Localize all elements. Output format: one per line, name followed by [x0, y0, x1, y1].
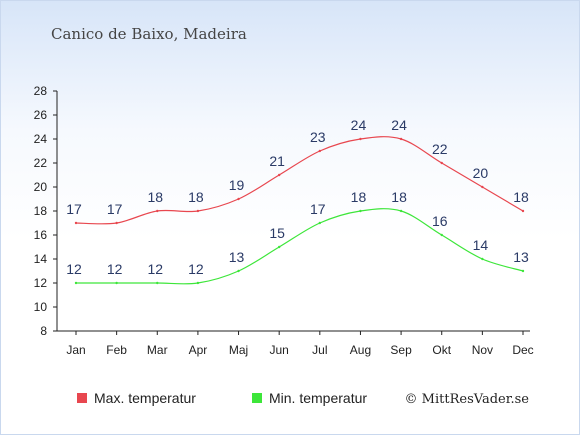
y-tick-label: 16	[34, 228, 48, 242]
data-label-min: 15	[269, 225, 285, 241]
x-tick-label: Jun	[270, 343, 289, 357]
data-label-min: 18	[351, 189, 367, 205]
plot-area	[74, 136, 525, 285]
data-point-min	[277, 245, 281, 249]
x-tick-label: Aug	[350, 343, 371, 357]
data-label-min: 17	[310, 201, 326, 217]
data-point-min	[74, 281, 78, 285]
x-tick-label: Mar	[147, 343, 168, 357]
x-tick-label: Dec	[512, 343, 533, 357]
data-point-min	[237, 269, 240, 273]
data-label-max: 17	[66, 201, 82, 217]
data-label-min: 16	[432, 213, 448, 229]
legend-label-max: Max. temperatur	[94, 390, 196, 406]
y-tick-label: 20	[34, 180, 48, 194]
data-label-max: 24	[391, 117, 407, 133]
data-labels: 17 17 18 18 19 21 23 24 24 22 20 18 12 12 12 12 13 15 17 18…	[66, 117, 529, 277]
data-label-max: 19	[229, 177, 245, 193]
data-label-max: 18	[513, 189, 529, 205]
x-tick-label: Feb	[106, 343, 127, 357]
data-label-min: 18	[391, 189, 407, 205]
data-point-min	[521, 269, 525, 273]
y-tick-label: 22	[34, 156, 48, 170]
data-point-max	[115, 221, 118, 225]
x-tick-label: Maj	[229, 343, 248, 357]
data-point-max	[399, 137, 403, 141]
data-label-max: 21	[269, 153, 285, 169]
y-tick-label: 8	[40, 324, 47, 338]
data-point-max	[237, 197, 240, 201]
data-point-max	[318, 149, 322, 153]
data-point-max	[359, 137, 362, 141]
data-point-max	[74, 221, 78, 225]
series-line-max	[75, 136, 524, 225]
data-label-max: 17	[107, 201, 123, 217]
data-point-max	[481, 185, 484, 189]
data-point-max	[521, 209, 525, 213]
data-point-min	[196, 281, 200, 285]
data-label-min: 12	[66, 261, 82, 277]
data-point-max	[277, 173, 281, 177]
legend-swatch-max	[77, 393, 87, 403]
credit-text: © MittResVader.se	[405, 392, 530, 407]
data-point-min	[481, 257, 484, 261]
data-point-min	[318, 221, 322, 225]
y-tick-label: 26	[34, 108, 48, 122]
data-label-min: 14	[473, 237, 489, 253]
data-label-max: 18	[188, 189, 204, 205]
y-tick-label: 18	[34, 204, 48, 218]
data-point-min	[399, 209, 403, 213]
x-tick-label: Nov	[472, 343, 493, 357]
data-label-min: 13	[229, 249, 245, 265]
legend-label-min: Min. temperatur	[269, 390, 367, 406]
data-label-min: 13	[513, 249, 529, 265]
y-tick-label: 28	[34, 84, 48, 98]
data-point-max	[440, 161, 443, 165]
y-tick-label: 12	[34, 276, 48, 290]
x-tick-label: Sep	[390, 343, 412, 357]
data-point-min	[115, 281, 118, 285]
x-tick-label: Okt	[432, 343, 451, 357]
series-line-min	[75, 208, 524, 285]
data-point-min	[440, 233, 443, 237]
legend-swatch-min	[252, 393, 262, 403]
data-point-min	[156, 281, 159, 285]
data-label-max: 22	[432, 141, 448, 157]
x-tick-label: Jan	[66, 343, 85, 357]
data-label-min: 12	[147, 261, 163, 277]
data-point-min	[359, 209, 362, 213]
data-label-max: 18	[147, 189, 163, 205]
chart-title: Canico de Baixo, Madeira	[51, 25, 247, 43]
data-label-max: 24	[351, 117, 367, 133]
y-tick-label: 14	[34, 252, 48, 266]
data-point-max	[156, 209, 159, 213]
data-label-max: 20	[473, 165, 489, 181]
y-tick-label: 10	[34, 300, 48, 314]
data-point-max	[196, 209, 200, 213]
y-tick-label: 24	[34, 132, 48, 146]
x-tick-label: Jul	[312, 343, 327, 357]
x-tick-label: Apr	[189, 343, 208, 357]
data-label-max: 23	[310, 129, 326, 145]
data-label-min: 12	[107, 261, 123, 277]
legend: Max. temperatur Min. temperatur	[77, 390, 367, 406]
axes: 8 10 12 14 16 18 20 22 24 26 28 Jan Feb Mar Apr Maj Jun J…	[34, 84, 534, 357]
data-label-min: 12	[188, 261, 204, 277]
